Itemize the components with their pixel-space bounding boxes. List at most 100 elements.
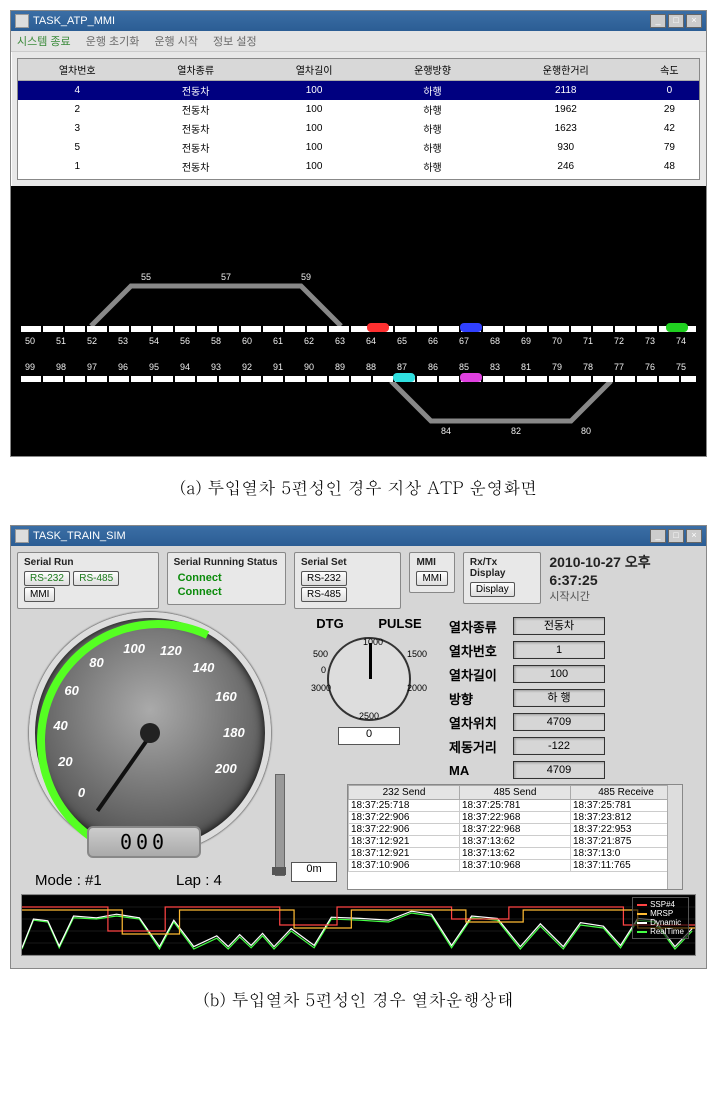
menu-item[interactable]: 시스템 종료 [17,36,71,48]
rs485-button[interactable]: RS-485 [73,571,119,586]
datetime: 2010-10-27 오후 6:37:25 [549,552,700,588]
info-row: 열차길이100 [449,662,605,686]
track-label: 53 [118,336,128,346]
caption-b: (b) 투입열차 5편성인 경우 열차운행상태 [10,969,707,1017]
mmi2-button[interactable]: MMI [416,571,447,586]
maximize-button[interactable]: □ [668,14,684,28]
track-label: 61 [273,336,283,346]
track-label: 60 [242,336,252,346]
log-grid[interactable]: 232 Send485 Send485 Receive18:37:25:7181… [347,784,683,890]
info-row: 열차종류전동차 [449,614,605,638]
track-line-2 [21,376,696,382]
close-button[interactable]: × [686,529,702,543]
info-key: 열차번호 [449,641,513,660]
status-connect: Connect [178,572,222,584]
toolbar: Serial Run RS-232 RS-485 MMI Serial Runn… [17,552,700,609]
table-row[interactable]: 5전동차100하행93079 [18,138,699,157]
gauge-tick: 120 [160,643,182,658]
table-row[interactable]: 2전동차100하행196229 [18,100,699,119]
track-label: 84 [441,426,451,436]
pulse-dial[interactable]: 1000 500 1500 2000 2500 3000 0 [327,637,411,721]
rs232-set-button[interactable]: RS-232 [301,571,347,586]
figure-a: TASK_ATP_MMI _ □ × 시스템 종료 운행 초기화 운행 시작 정… [10,10,707,505]
track-label: 51 [56,336,66,346]
gauge-tick: 40 [53,718,67,733]
table-row[interactable]: 1전동차100하행24648 [18,157,699,176]
train-marker [367,323,389,332]
mmi-button[interactable]: MMI [24,587,55,602]
display-button[interactable]: Display [470,582,515,597]
vertical-slider[interactable] [275,774,285,876]
gauge-tick: 20 [58,754,72,769]
gauge-tick: 80 [89,655,103,670]
table-row[interactable]: 3전동차100하행162342 [18,119,699,138]
track-label: 76 [645,362,655,372]
menu-item[interactable]: 정보 설정 [213,36,257,48]
info-key: MA [449,763,513,778]
dtg-label: DTG [316,616,343,631]
gauge-tick: 180 [223,725,245,740]
log-header: 485 Send [460,786,571,800]
lap-label: Lap : 4 [176,872,222,889]
track-label: 81 [521,362,531,372]
minimize-button[interactable]: _ [650,529,666,543]
track-label: 64 [366,336,376,346]
track-label: 94 [180,362,190,372]
close-button[interactable]: × [686,14,702,28]
rs485-set-button[interactable]: RS-485 [301,587,347,602]
group-rxtx: Rx/Tx Display Display [463,552,541,604]
minimize-button[interactable]: _ [650,14,666,28]
track-label: 66 [428,336,438,346]
table-row[interactable]: 4전동차100하행21180 [18,81,699,101]
track-label: 95 [149,362,159,372]
log-row[interactable]: 18:37:22:90618:37:22:96818:37:23:812 [349,812,682,824]
scrollbar[interactable] [667,785,682,889]
speed-chart: SSP#4MRSPDynamicRealTime [21,894,696,956]
group-serial-status: Serial Running Status Connect Connect [167,552,286,605]
track-label: 57 [221,272,231,282]
train-marker [666,323,688,332]
track-label: 93 [211,362,221,372]
log-header: 232 Send [349,786,460,800]
train-table[interactable]: 열차번호열차종류열차길이운행방향운행한거리속도 4전동차100하행211802전… [18,59,699,176]
track-label: 73 [645,336,655,346]
info-row: 열차번호1 [449,638,605,662]
info-key: 열차종류 [449,617,513,636]
log-row[interactable]: 18:37:22:90618:37:22:96818:37:22:953 [349,824,682,836]
track-label: 82 [511,426,521,436]
maximize-button[interactable]: □ [668,529,684,543]
info-row: 제동거리-122 [449,734,605,758]
log-row[interactable]: 18:37:10:90618:37:10:96818:37:11:765 [349,860,682,872]
table-header: 운행한거리 [492,59,640,81]
gauge-tick: 60 [64,683,78,698]
window-sim: TASK_TRAIN_SIM _ □ × Serial Run RS-232 R… [10,525,707,969]
menu-item[interactable]: 운행 초기화 [86,36,140,48]
pulse-area: DTG PULSE 1000 500 1500 2000 2500 3000 0… [299,616,439,747]
track-label: 56 [180,336,190,346]
legend-item: RealTime [637,927,684,936]
window-title: TASK_TRAIN_SIM [33,530,126,542]
zero-m-box: 0m [291,862,337,882]
track-label: 90 [304,362,314,372]
track-label: 58 [211,336,221,346]
table-header: 열차번호 [18,59,136,81]
train-marker [393,373,415,382]
track-label: 62 [304,336,314,346]
log-row[interactable]: 18:37:12:92118:37:13:6218:37:21:875 [349,836,682,848]
track-label: 65 [397,336,407,346]
gauge-tick: 200 [215,761,237,776]
gauge-tick: 160 [215,689,237,704]
rs232-button[interactable]: RS-232 [24,571,70,586]
group-serial-run: Serial Run RS-232 RS-485 MMI [17,552,159,609]
info-value: 4709 [513,761,605,779]
track-label: 69 [521,336,531,346]
log-row[interactable]: 18:37:12:92118:37:13:6218:37:13:0 [349,848,682,860]
menu-item[interactable]: 운행 시작 [154,36,198,48]
track-label: 80 [581,426,591,436]
track-label: 99 [25,362,35,372]
table-header: 운행방향 [373,59,491,81]
figure-b: TASK_TRAIN_SIM _ □ × Serial Run RS-232 R… [10,525,707,1017]
log-row[interactable]: 18:37:25:71818:37:25:78118:37:25:781 [349,800,682,812]
digital-speed: 000 [87,826,201,858]
track-label: 50 [25,336,35,346]
